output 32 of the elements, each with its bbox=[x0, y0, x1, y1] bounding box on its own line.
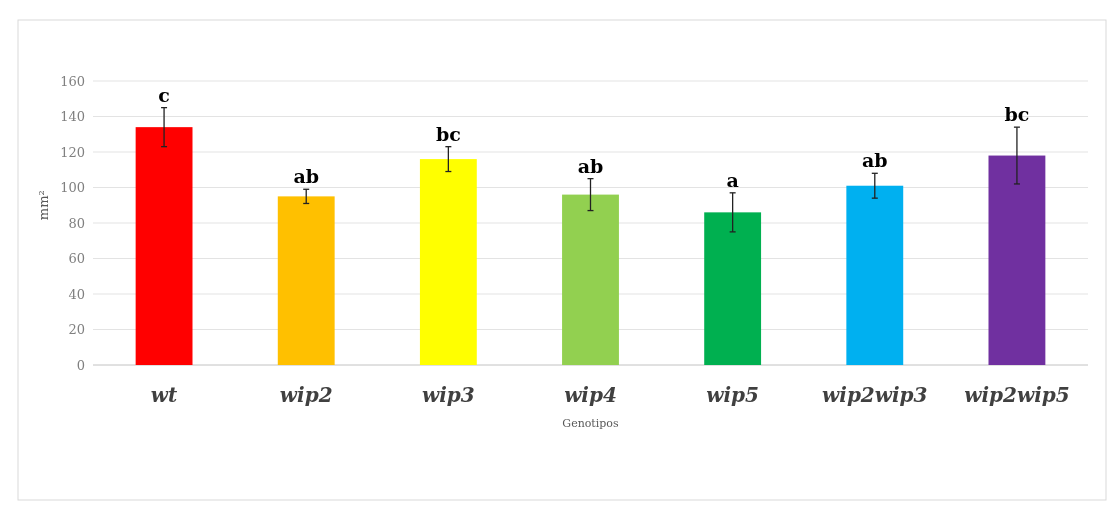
y-tick-label: 20 bbox=[68, 322, 85, 338]
bar bbox=[704, 212, 762, 365]
x-tick-label: wip2wip5 bbox=[964, 383, 1070, 407]
x-tick-label: wip3 bbox=[422, 383, 475, 407]
x-tick-label: wip5 bbox=[706, 383, 759, 407]
x-tick-label: wip2wip3 bbox=[822, 383, 928, 407]
y-axis-title: mm² bbox=[36, 190, 51, 221]
annotation: bc bbox=[1004, 103, 1030, 126]
bar bbox=[988, 155, 1046, 365]
x-tick-label: wip4 bbox=[564, 383, 617, 407]
bar bbox=[562, 194, 619, 365]
annotation: ab bbox=[861, 149, 888, 172]
annotation: ab bbox=[577, 154, 604, 177]
bar bbox=[846, 185, 904, 365]
x-axis-title: Genotipos bbox=[562, 417, 619, 430]
y-tick-label: 160 bbox=[60, 73, 85, 89]
bar bbox=[135, 127, 193, 365]
y-tick-label: 140 bbox=[60, 109, 85, 125]
bar bbox=[277, 196, 335, 365]
y-tick-label: 80 bbox=[68, 215, 85, 231]
annotation: ab bbox=[293, 165, 320, 188]
y-tick-label: 100 bbox=[60, 180, 85, 196]
x-tick-label: wip2 bbox=[279, 383, 333, 407]
annotation: a bbox=[726, 168, 739, 191]
bar bbox=[419, 159, 477, 365]
annotation: c bbox=[158, 83, 170, 106]
y-tick-label: 120 bbox=[60, 144, 85, 160]
x-tick-label: wt bbox=[150, 383, 179, 407]
y-tick-label: 0 bbox=[76, 357, 85, 373]
y-tick-label: 40 bbox=[68, 286, 85, 302]
annotation: bc bbox=[435, 122, 461, 145]
y-tick-label: 60 bbox=[68, 251, 85, 267]
